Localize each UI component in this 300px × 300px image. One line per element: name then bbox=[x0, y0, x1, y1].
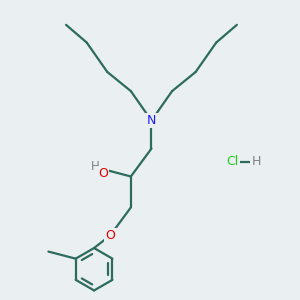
Text: N: N bbox=[147, 114, 156, 127]
Text: Cl: Cl bbox=[226, 155, 238, 168]
Text: H: H bbox=[91, 160, 100, 173]
Text: O: O bbox=[98, 167, 108, 180]
Text: H: H bbox=[251, 155, 261, 168]
Text: O: O bbox=[105, 229, 115, 242]
